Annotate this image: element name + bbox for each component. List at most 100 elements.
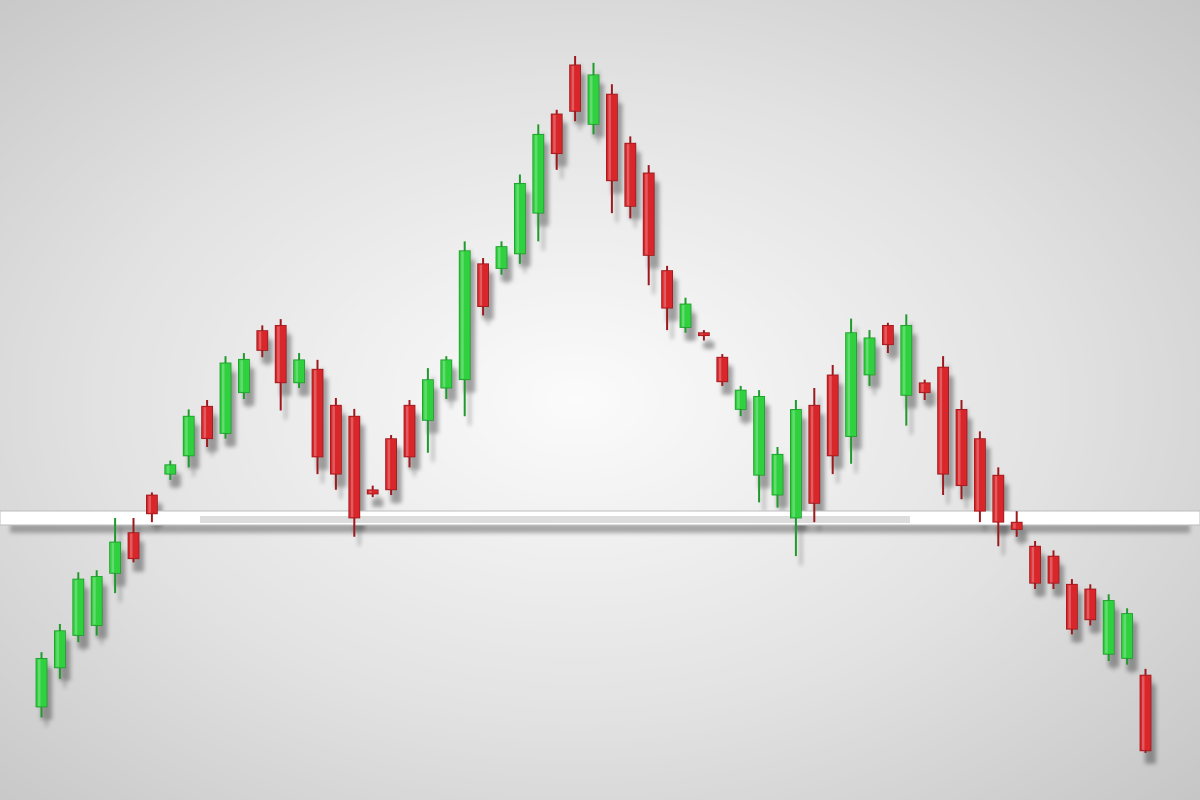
candle-body xyxy=(937,366,949,475)
candle-highlight xyxy=(461,251,464,379)
candle-highlight xyxy=(56,631,59,667)
candle-highlight xyxy=(645,173,648,255)
candle-highlight xyxy=(111,543,115,573)
candle-body xyxy=(366,489,379,495)
candle-highlight xyxy=(626,144,630,206)
candle-highlight xyxy=(222,363,225,433)
candle-body xyxy=(1066,583,1078,630)
candle-highlight xyxy=(442,360,446,388)
candle-body xyxy=(256,330,269,351)
candle-highlight xyxy=(516,184,519,253)
candle-bullish xyxy=(1121,608,1133,665)
candle-bearish xyxy=(1084,584,1097,626)
candle-bearish xyxy=(311,359,324,475)
candle-bullish xyxy=(845,318,857,464)
candle-body xyxy=(771,453,784,496)
candle-highlight xyxy=(1068,585,1071,629)
candle-highlight xyxy=(93,577,96,625)
candle-highlight xyxy=(203,407,207,438)
candle-highlight xyxy=(663,271,667,308)
candle-highlight xyxy=(1123,614,1127,658)
candle-bearish xyxy=(127,518,140,563)
candle-body xyxy=(201,405,214,440)
candle-body xyxy=(1084,588,1097,621)
candle-bearish xyxy=(1029,540,1041,589)
candle-bearish xyxy=(606,84,618,214)
candle-body xyxy=(403,404,416,458)
candle-highlight xyxy=(847,333,851,436)
candle-highlight xyxy=(939,368,943,474)
candle-body xyxy=(974,438,986,512)
candle-bullish xyxy=(458,241,471,417)
candle-highlight xyxy=(350,417,354,517)
candle-body xyxy=(550,113,563,155)
candle-highlight xyxy=(682,304,685,327)
candle-highlight xyxy=(958,410,961,485)
candle-bearish xyxy=(1066,579,1078,635)
candle-body xyxy=(145,494,158,515)
candle-bearish xyxy=(937,356,949,496)
candle-highlight xyxy=(994,476,998,522)
candle-bearish xyxy=(826,365,839,475)
candle-body xyxy=(1047,555,1060,584)
candle-bearish xyxy=(624,136,637,219)
candle-bearish xyxy=(348,408,361,537)
candle-bearish xyxy=(385,435,398,496)
candle-bearish xyxy=(882,322,894,354)
candle-bearish xyxy=(1010,511,1023,537)
candle-bullish xyxy=(182,409,195,468)
candle-shadow xyxy=(703,339,715,350)
candle-body xyxy=(955,409,968,487)
candle-body xyxy=(182,415,195,457)
candle-bullish xyxy=(72,572,85,643)
candle-body xyxy=(72,578,85,636)
candle-body xyxy=(348,415,361,519)
candle-bearish xyxy=(955,400,968,500)
candle-highlight xyxy=(1013,523,1016,529)
candle-bullish xyxy=(863,330,876,386)
candle-body xyxy=(293,359,306,384)
candle-body xyxy=(329,404,342,475)
candle-body xyxy=(274,324,287,384)
candle-bullish xyxy=(164,460,177,480)
candle-bullish xyxy=(90,570,103,636)
candle-highlight xyxy=(902,326,906,395)
candle-body xyxy=(1102,600,1115,655)
candle-bullish xyxy=(219,356,232,439)
candle-bearish xyxy=(992,467,1005,547)
candle-highlight xyxy=(387,439,391,489)
candle-body xyxy=(477,263,490,307)
candle-body xyxy=(716,356,729,383)
candle-body xyxy=(109,541,121,574)
candle-highlight xyxy=(884,326,887,344)
candle-body xyxy=(458,250,471,381)
candle-bearish xyxy=(1047,550,1060,589)
candle-body xyxy=(918,382,931,394)
candle-bullish xyxy=(495,241,508,275)
candle-body xyxy=(237,358,250,394)
candle-body xyxy=(90,576,103,626)
candle-highlight xyxy=(1031,547,1035,583)
candle-body xyxy=(1010,521,1023,530)
candle-body xyxy=(606,93,618,182)
candle-bullish xyxy=(35,652,48,718)
candle-highlight xyxy=(148,496,151,513)
candle-highlight xyxy=(571,65,575,111)
candle-bearish xyxy=(550,109,563,170)
candle-bearish xyxy=(274,319,287,411)
candle-body xyxy=(54,630,66,669)
candle-highlight xyxy=(369,490,372,493)
candle-bullish xyxy=(293,353,306,389)
candle-highlight xyxy=(332,406,335,474)
candle-highlight xyxy=(866,338,869,374)
neckline-layer xyxy=(0,510,1200,526)
candle-bearish xyxy=(201,400,214,448)
candle-highlight xyxy=(810,406,814,503)
candle-body xyxy=(900,324,913,396)
candle-body xyxy=(845,332,857,437)
candle-highlight xyxy=(295,360,299,382)
candle-bullish xyxy=(790,400,802,557)
candle-highlight xyxy=(921,383,924,392)
candle-bullish xyxy=(237,353,250,399)
candle-body xyxy=(1029,545,1041,584)
